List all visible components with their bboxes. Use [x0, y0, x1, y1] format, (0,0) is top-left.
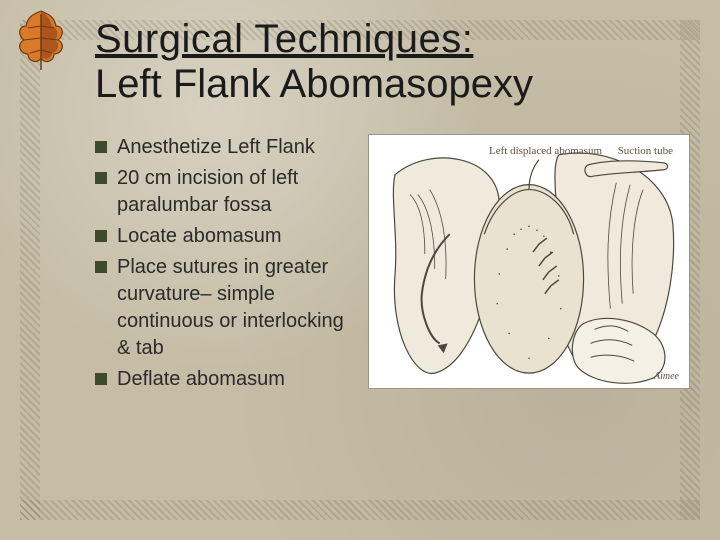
list-item: Deflate abomasum — [95, 366, 350, 393]
list-item: Place sutures in greater curvature– simp… — [95, 254, 350, 362]
list-item: 20 cm incision of left paralumbar fossa — [95, 165, 350, 219]
slide-content: Surgical Techniques: Left Flank Abomasop… — [95, 18, 690, 510]
leaf-icon — [6, 6, 76, 76]
body-row: Anesthetize Left Flank 20 cm incision of… — [95, 134, 690, 397]
list-item: Locate abomasum — [95, 223, 350, 250]
illustration-label-right: Suction tube — [618, 145, 673, 157]
bullet-list: Anesthetize Left Flank 20 cm incision of… — [95, 134, 350, 397]
illustration-signature: Aimee — [654, 371, 679, 382]
surgical-illustration: Left displaced abomasum Suction tube Aim… — [368, 134, 690, 389]
illustration-label-left: Left displaced abomasum — [489, 145, 602, 157]
list-item: Anesthetize Left Flank — [95, 134, 350, 161]
title-line-2: Left Flank Abomasopexy — [95, 62, 690, 106]
title-line-1: Surgical Techniques: — [95, 18, 690, 60]
